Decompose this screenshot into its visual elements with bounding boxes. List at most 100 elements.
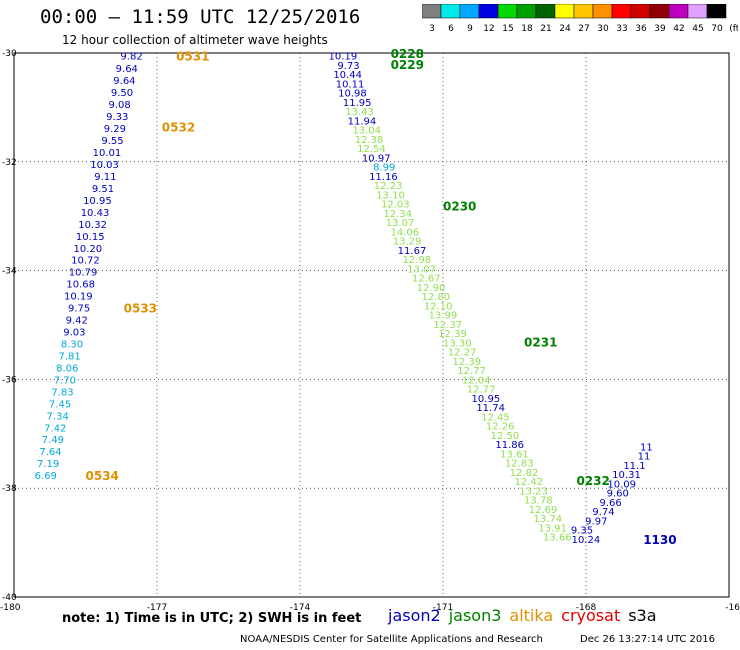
pass-time-label: 0533	[124, 302, 157, 316]
legend-s3a: s3a	[628, 606, 657, 625]
wave-height-label: 9.08	[109, 100, 131, 111]
wave-height-label: 10.11	[336, 79, 365, 90]
wave-height-label: 13.61	[500, 449, 529, 460]
wave-height-label: 10.01	[93, 148, 122, 159]
wave-height-label: 13.29	[393, 237, 422, 248]
wave-height-label: 11.74	[476, 403, 505, 414]
pass-time-label: 0232	[576, 474, 609, 488]
colorbar-label: 42	[673, 24, 684, 34]
wave-height-label: 10.97	[362, 153, 391, 164]
pass-time-label: 0230	[443, 199, 476, 213]
legend-jason3: jason3	[448, 606, 502, 625]
wave-height-label: 12.54	[357, 144, 386, 155]
wave-height-label: 9.64	[113, 76, 135, 87]
lat-tick-label: -38	[2, 484, 17, 494]
colorbar-label: 30	[597, 24, 609, 34]
colorbar-label: 9	[467, 24, 473, 34]
wave-height-label: 7.45	[49, 399, 71, 410]
colorbar-label: 27	[578, 24, 589, 34]
wave-height-label: 9.33	[106, 112, 128, 123]
lat-tick-label: -36	[2, 375, 17, 385]
wave-height-label: 12.83	[505, 459, 534, 470]
wave-height-label: 7.70	[54, 375, 76, 386]
pass-time-label: 0231	[524, 335, 557, 349]
wave-height-label: 10.24	[572, 535, 601, 546]
wave-height-label: 12.77	[467, 385, 496, 396]
colorbar-label: 15	[502, 24, 513, 34]
credit-line: NOAA/NESDIS Center for Satellite Applica…	[240, 634, 543, 645]
legend-cryosat: cryosat	[561, 606, 621, 625]
wave-height-label: 10.03	[90, 160, 119, 171]
pass-time-label: 0531	[176, 50, 209, 64]
wave-height-label: 9.35	[571, 526, 593, 537]
wave-height-label: 12.04	[462, 375, 491, 386]
page-title: 00:00 – 11:59 UTC 12/25/2016	[40, 6, 361, 28]
wave-height-label: 9.64	[116, 64, 138, 75]
colorbar-label: 12	[483, 24, 494, 34]
colorbar-label: 70	[711, 24, 723, 34]
colorbar-label: 45	[692, 24, 703, 34]
wave-height-label: 10.19	[64, 292, 93, 303]
wave-height-label: 11.16	[369, 172, 398, 183]
legend-altika: altika	[509, 606, 554, 625]
wave-height-label: 10.72	[71, 256, 100, 267]
wave-height-label: 10.15	[76, 232, 105, 243]
wave-height-label: 7.81	[58, 351, 80, 362]
wave-height-label: 12.38	[355, 135, 384, 146]
wave-height-label: 13.99	[429, 311, 458, 322]
wave-height-label: 7.64	[39, 447, 61, 458]
wave-height-label: 11	[640, 442, 653, 453]
wave-height-label: 10.09	[607, 479, 636, 490]
lon-tick-label: -171	[433, 603, 453, 613]
wave-height-label: 12.03	[381, 200, 410, 211]
wave-height-label: 12.37	[433, 320, 462, 331]
colorbar-swatch	[706, 4, 727, 19]
wave-height-label: 9.73	[337, 61, 359, 72]
colorbar-label: 21	[540, 24, 551, 34]
wave-height-label: 13.43	[345, 107, 374, 118]
wave-height-label: 12.39	[438, 329, 467, 340]
wave-height-label: 12.27	[448, 348, 477, 359]
wave-height-label: 10.43	[81, 208, 110, 219]
wave-height-label: 12.90	[417, 283, 446, 294]
wave-height-label: 14.06	[391, 227, 420, 238]
pass-time-label: 0229	[391, 58, 424, 72]
wave-height-label: 13.07	[386, 218, 415, 229]
lon-tick-label: -168	[576, 603, 597, 613]
pass-time-label: 0532	[162, 120, 195, 134]
wave-height-label: 9.74	[592, 507, 614, 518]
wave-height-label: 11.94	[348, 116, 377, 127]
wave-height-label: 9.29	[104, 124, 126, 135]
wave-height-label: 11.95	[343, 98, 372, 109]
legend-note: note: 1) Time is in UTC; 2) SWH is in fe…	[62, 611, 362, 626]
wave-height-label: 8.30	[61, 339, 83, 350]
pass-time-label: 1130	[643, 533, 676, 547]
wave-height-label: 10.44	[333, 70, 362, 81]
wave-height-label: 10.20	[74, 244, 103, 255]
colorbar-label: (ft)	[729, 24, 738, 34]
wave-height-label: 13.10	[376, 190, 405, 201]
wave-height-label: 7.49	[42, 435, 64, 446]
map-frame	[13, 52, 730, 598]
wave-height-label: 13.91	[538, 523, 567, 534]
lat-tick-label: -34	[2, 267, 17, 277]
wave-height-label: 12.23	[374, 181, 403, 192]
colorbar-label: 36	[635, 24, 647, 34]
wave-height-label: 7.83	[51, 387, 73, 398]
wave-height-label: 13.23	[519, 486, 548, 497]
wave-height-label: 13.78	[524, 496, 553, 507]
wave-height-label: 9.97	[585, 516, 607, 527]
colorbar-label: 3	[429, 24, 435, 34]
wave-height-label: 12.39	[452, 357, 481, 368]
wave-height-label: 13.74	[534, 514, 563, 525]
pass-time-label: 0228	[391, 47, 424, 61]
wave-height-label: 9.82	[120, 52, 142, 63]
lon-tick-label: -177	[147, 603, 167, 613]
page-subtitle: 12 hour collection of altimeter wave hei…	[62, 33, 328, 47]
generation-timestamp: Dec 26 13:27:14 UTC 2016	[580, 634, 715, 645]
pass-time-label: 0534	[86, 469, 119, 483]
wave-height-label: 12.98	[402, 255, 431, 266]
wave-height-label: 10.79	[69, 268, 98, 279]
wave-height-label: 10.19	[329, 52, 358, 63]
